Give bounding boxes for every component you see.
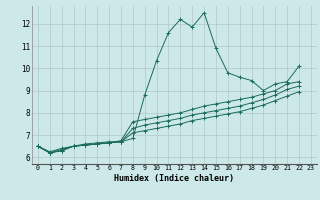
X-axis label: Humidex (Indice chaleur): Humidex (Indice chaleur) — [115, 174, 234, 183]
